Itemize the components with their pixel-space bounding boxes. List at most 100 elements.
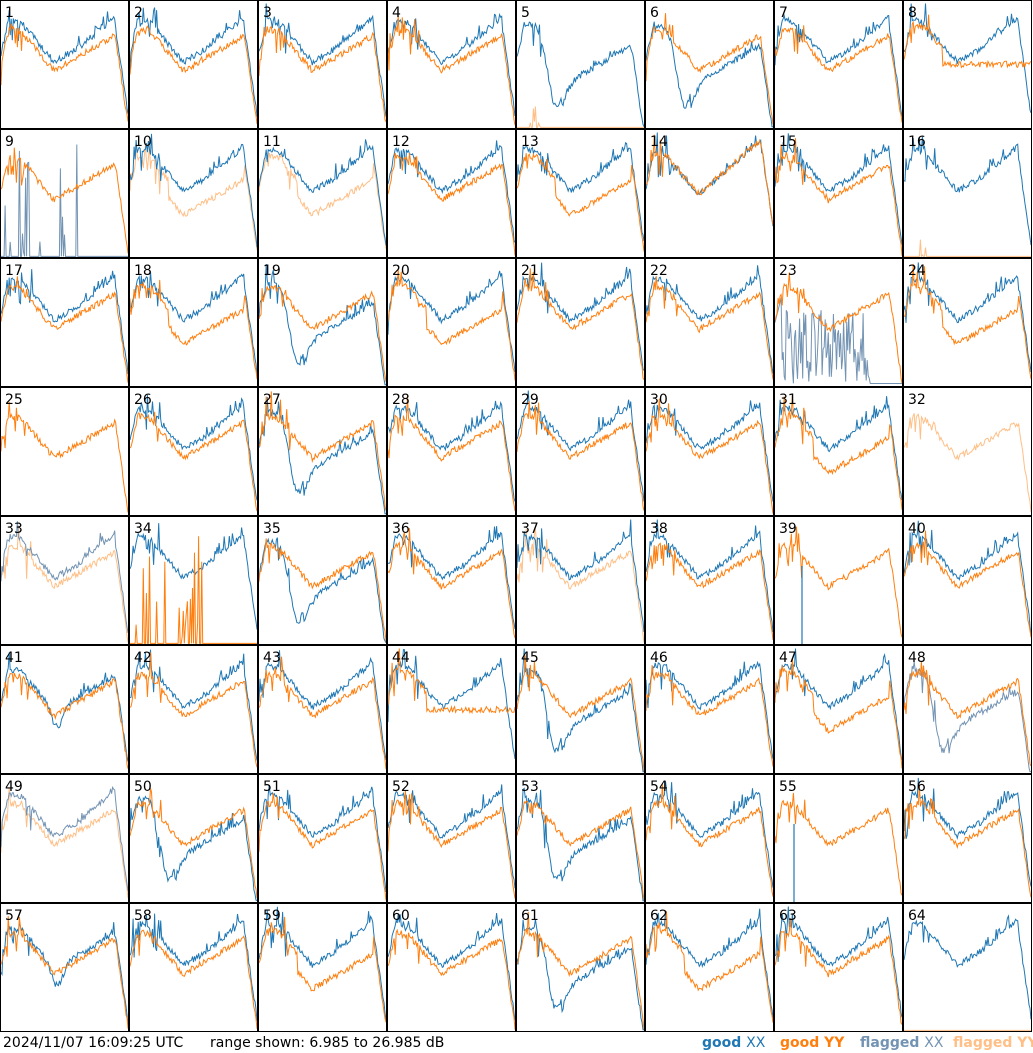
series-xx (129, 523, 258, 630)
series-yy (774, 526, 903, 638)
panel-label: 54 (650, 779, 668, 795)
panel-label: 1 (5, 5, 14, 21)
panel-frame (258, 258, 387, 387)
series-xx (903, 777, 1032, 887)
series-yy (645, 13, 774, 125)
panel-frame (903, 645, 1032, 774)
panel-frame (129, 387, 258, 516)
series-yy (645, 911, 774, 1023)
panel-label: 33 (5, 521, 23, 537)
panel-frame (645, 774, 774, 903)
panel-frame (774, 516, 903, 645)
panel-18: 18 (129, 258, 258, 387)
panel-label: 35 (263, 521, 281, 537)
panel-label: 23 (779, 263, 797, 279)
panel-label: 25 (5, 392, 23, 408)
series-xx (903, 914, 1032, 1020)
panel-59: 59 (258, 903, 387, 1032)
panel-label: 31 (779, 392, 797, 408)
panel-52: 52 (387, 774, 516, 903)
panel-frame (903, 258, 1032, 387)
series-xx (774, 396, 903, 501)
series-xx (129, 133, 258, 248)
series-xx (258, 906, 387, 1021)
panel-frame (0, 516, 129, 645)
series-xx (903, 3, 1032, 113)
series-yy (903, 263, 1032, 379)
series-xx (0, 269, 129, 375)
panel-54: 54 (645, 774, 774, 903)
series-xx (516, 262, 645, 371)
series-yy (258, 538, 387, 642)
series-yy (516, 800, 645, 901)
panel-48: 48 (903, 645, 1032, 774)
series-xx (903, 661, 1031, 773)
panel-label: 14 (650, 134, 668, 150)
panel-26: 26 (129, 387, 258, 516)
panel-frame (903, 129, 1032, 258)
series-xx (0, 785, 129, 892)
panel-37: 37 (516, 516, 645, 645)
panel-label: 53 (521, 779, 539, 795)
series-xx (0, 921, 129, 1025)
panel-frame (645, 0, 774, 129)
panel-29: 29 (516, 387, 645, 516)
panel-label: 34 (134, 521, 152, 537)
panel-label: 24 (908, 263, 926, 279)
legend-good-yy: good YY (780, 1035, 845, 1051)
series-yy (516, 655, 645, 772)
legend-flagged-xx: flagged XX (860, 1035, 944, 1051)
panel-62: 62 (645, 903, 774, 1032)
panel-53: 53 (516, 774, 645, 903)
panel-33: 33 (0, 516, 129, 645)
panel-label: 63 (779, 908, 797, 924)
panel-49: 49 (0, 774, 129, 903)
panel-51: 51 (258, 774, 387, 903)
panel-60: 60 (387, 903, 516, 1032)
panel-label: 18 (134, 263, 152, 279)
series-yy (258, 26, 387, 122)
panel-label: 57 (5, 908, 23, 924)
panel-23: 23 (774, 258, 903, 387)
panel-label: 52 (392, 779, 410, 795)
panel-label: 61 (521, 908, 539, 924)
panel-15: 15 (774, 129, 903, 258)
series-xx (387, 400, 516, 502)
panel-8: 8 (903, 0, 1032, 129)
panel-label: 10 (134, 134, 152, 150)
panel-frame (258, 903, 387, 1032)
panel-frame (129, 645, 258, 774)
panel-label: 11 (263, 134, 281, 150)
panel-46: 46 (645, 645, 774, 774)
panel-label: 64 (908, 908, 926, 924)
series-yy (645, 134, 774, 225)
panel-label: 56 (908, 779, 926, 795)
panel-label: 17 (5, 263, 23, 279)
panel-25: 25 (0, 387, 129, 516)
series-yy (774, 395, 903, 510)
series-yy (0, 672, 129, 769)
series-xx (258, 3, 387, 117)
panel-label: 42 (134, 650, 152, 666)
panel-11: 11 (258, 129, 387, 258)
series-xx (258, 263, 386, 386)
panel-frame (387, 516, 516, 645)
series-xx (516, 142, 645, 242)
panel-label: 44 (392, 650, 410, 666)
panel-label: 2 (134, 5, 143, 21)
panel-frame (774, 258, 903, 387)
panel-47: 47 (774, 645, 903, 774)
panel-frame (645, 645, 774, 774)
panel-22: 22 (645, 258, 774, 387)
panel-frame (516, 903, 645, 1032)
panel-label: 6 (650, 5, 659, 21)
series-yy (645, 276, 774, 380)
series-xx (387, 649, 516, 759)
series-yy (387, 269, 516, 381)
panel-label: 50 (134, 779, 152, 795)
series-yy (258, 152, 387, 249)
panel-frame (387, 774, 516, 903)
series-yy (258, 391, 387, 511)
series-yy (774, 138, 903, 256)
series-yy (387, 928, 516, 1030)
